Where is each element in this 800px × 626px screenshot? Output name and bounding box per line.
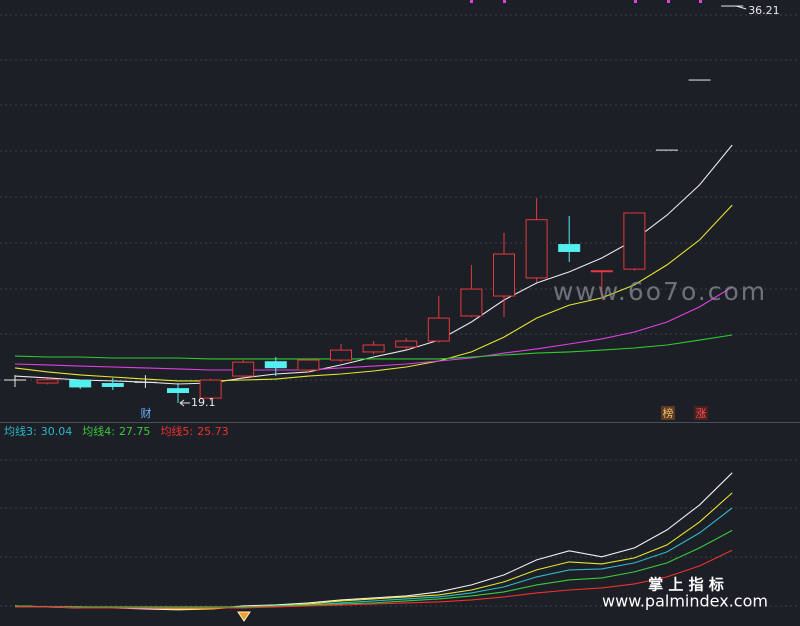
marker: 财 — [141, 406, 152, 420]
candle-body — [493, 253, 515, 297]
candle-body — [232, 361, 255, 377]
candle-body — [199, 379, 222, 399]
marker-bg — [694, 406, 708, 420]
candle-body — [134, 381, 157, 383]
ma-line — [14, 144, 733, 385]
candle-body — [558, 244, 581, 252]
high-label: 36.21 — [748, 4, 780, 17]
candle-body — [167, 388, 189, 394]
signal-icon — [237, 611, 251, 622]
candle-body — [297, 359, 320, 371]
ma-line — [14, 286, 733, 371]
watermark: 掌 上 指 标 — [648, 576, 724, 594]
annotation-arrow — [736, 5, 747, 10]
legend-value: 27.75 — [119, 425, 151, 438]
watermark: www.palmindex.com — [602, 592, 768, 611]
candle-body — [69, 379, 92, 388]
candle-body — [590, 270, 613, 273]
legend-name: 均线3: — [4, 424, 37, 438]
ma-line — [15, 549, 733, 609]
candle-body — [4, 379, 26, 381]
top-dots — [470, 0, 702, 3]
candle-body — [688, 79, 711, 81]
main-grid — [0, 14, 800, 607]
candle-body — [264, 361, 287, 369]
candle-body — [460, 288, 483, 317]
legend-name: 均线5: — [160, 424, 193, 438]
candle-body — [362, 344, 385, 353]
marker: 榜 — [663, 406, 674, 420]
marker: 涨 — [696, 407, 707, 420]
candle-body — [330, 349, 352, 361]
dot — [503, 0, 506, 3]
candle-body — [623, 212, 646, 270]
dot — [470, 0, 473, 3]
candle-body — [721, 5, 744, 7]
candle-body — [101, 383, 124, 387]
ma-line — [14, 334, 733, 360]
dot — [634, 0, 637, 3]
legend-value: 25.73 — [197, 425, 229, 438]
ma-line — [14, 204, 733, 382]
legend-value: 30.04 — [41, 425, 73, 438]
low-label: 19.1 — [191, 396, 216, 409]
annotation-arrowhead — [179, 399, 185, 407]
candle-body — [36, 379, 59, 384]
ma-line — [14, 529, 733, 608]
legend-name: 均线4: — [82, 424, 115, 438]
marker-bg — [661, 406, 675, 420]
dot — [699, 0, 702, 3]
candle-body — [656, 149, 678, 151]
candle-body — [525, 219, 548, 279]
candle-body — [395, 340, 418, 348]
candle-body — [427, 317, 450, 342]
dot — [667, 0, 670, 3]
ma-line — [14, 472, 733, 611]
watermark: www.6o7o.com — [553, 277, 767, 306]
